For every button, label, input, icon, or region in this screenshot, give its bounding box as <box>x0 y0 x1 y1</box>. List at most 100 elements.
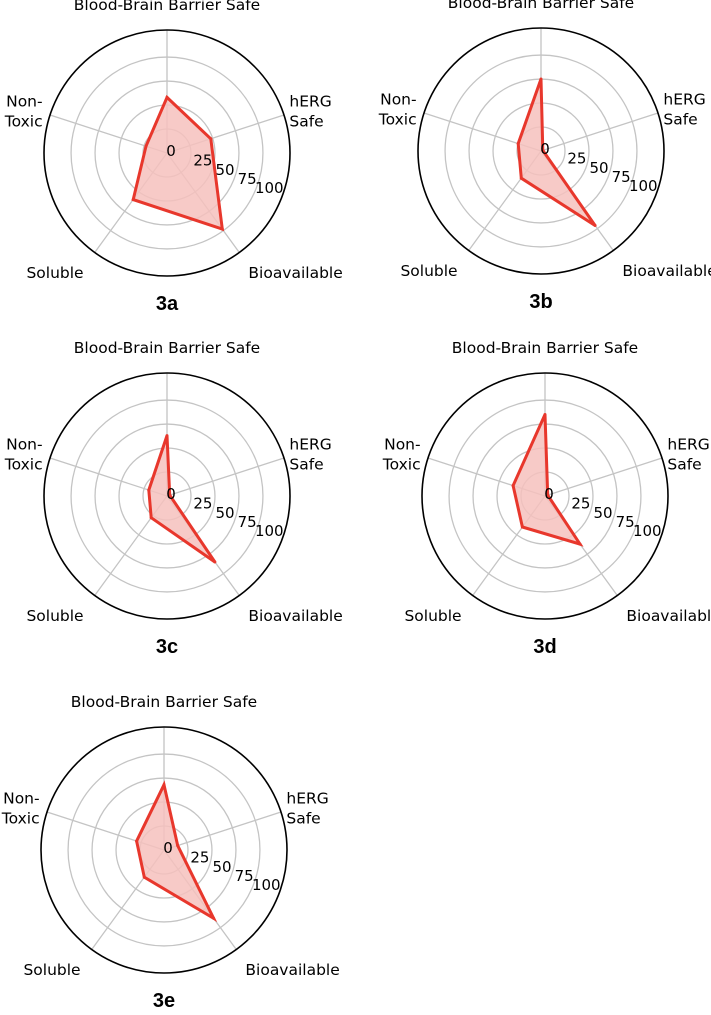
radial-tick-label: 50 <box>212 858 231 876</box>
data-point <box>165 434 169 438</box>
axis-label: Blood-Brain Barrier Safe <box>71 693 257 711</box>
radial-tick-label: 0 <box>166 485 176 503</box>
data-point <box>546 493 550 497</box>
data-point <box>142 875 146 879</box>
radial-tick-label: 25 <box>190 849 209 867</box>
outer-ring <box>43 29 291 277</box>
axis-label: Blood-Brain Barrier Safe <box>452 339 638 357</box>
data-point <box>543 413 547 416</box>
axis-label: Safe <box>663 110 697 128</box>
radial-tick-label: 0 <box>166 142 176 160</box>
radial-tick-label: 50 <box>593 504 612 522</box>
data-point <box>135 839 139 843</box>
radial-tick-label: 50 <box>215 161 234 179</box>
radial-tick-label: 0 <box>544 485 554 503</box>
data-point <box>578 542 582 546</box>
radial-tick-label: 75 <box>616 513 635 531</box>
radial-tick-label: 100 <box>633 522 662 540</box>
axis-spoke <box>540 112 659 152</box>
axis-label: Non- <box>3 789 40 807</box>
data-point <box>593 224 597 227</box>
radial-tick-label: 100 <box>252 876 281 894</box>
radial-tick-label: 75 <box>612 168 631 186</box>
data-point <box>176 844 180 848</box>
data-point <box>147 488 151 492</box>
axis-label: Soluble <box>26 607 83 625</box>
radial-tick-label: 100 <box>255 179 284 197</box>
data-point <box>516 142 520 146</box>
axis-spoke <box>163 811 282 851</box>
axis-label: hERG <box>286 789 328 807</box>
axis-label: Soluble <box>26 264 83 282</box>
radial-tick-label: 25 <box>193 152 212 170</box>
data-point <box>162 783 166 787</box>
axis-label: Soluble <box>23 961 80 979</box>
radial-tick-label: 25 <box>567 150 586 168</box>
axis-label: hERG <box>289 435 331 453</box>
panel-label: 3d <box>533 636 556 658</box>
axis-label: Safe <box>286 809 320 827</box>
radial-tick-label: 100 <box>629 177 658 195</box>
radial-tick-label: 75 <box>238 170 257 188</box>
radial-tick-label: 0 <box>540 140 550 158</box>
axis-label: Safe <box>289 455 323 473</box>
panel-label: 3e <box>153 990 175 1012</box>
radial-tick-label: 0 <box>163 839 173 857</box>
panel-label: 3b <box>529 291 552 313</box>
axis-label: Bioavailable <box>248 264 342 282</box>
data-point <box>165 95 169 99</box>
axis-label: Blood-Brain Barrier Safe <box>74 339 260 357</box>
axis-label: Bioavailable <box>622 262 711 280</box>
data-polygon <box>131 94 225 232</box>
axis-label: Soluble <box>400 262 457 280</box>
data-polygon <box>135 780 218 923</box>
axis-spoke <box>166 457 285 497</box>
radial-tick-label: 25 <box>571 495 590 513</box>
axis-label: Bioavailable <box>626 607 711 625</box>
axis-label: hERG <box>663 90 705 108</box>
data-point <box>220 227 224 231</box>
panel-label: 3c <box>156 636 178 658</box>
radial-tick-label: 75 <box>235 867 254 885</box>
radial-tick-label: 25 <box>193 495 212 513</box>
outer-ring <box>43 372 291 620</box>
radial-tick-label: 100 <box>255 522 284 540</box>
axis-label: Non- <box>6 92 43 110</box>
data-point <box>149 516 153 520</box>
axis-label: Blood-Brain Barrier Safe <box>448 0 634 12</box>
radial-tick-label: 50 <box>215 504 234 522</box>
axis-label: Soluble <box>404 607 461 625</box>
axis-label: Bioavailable <box>248 607 342 625</box>
outer-ring <box>421 372 669 620</box>
axis-label: Blood-Brain Barrier Safe <box>74 0 260 14</box>
axis-label: Toxic <box>382 455 421 473</box>
axis-label: Toxic <box>4 112 43 130</box>
axis-label: Toxic <box>378 110 417 128</box>
axis-label: hERG <box>667 435 709 453</box>
axis-label: Safe <box>667 455 701 473</box>
data-point <box>511 484 515 488</box>
axis-label: Non- <box>380 90 417 108</box>
axis-label: Bioavailable <box>245 961 339 979</box>
outer-ring <box>417 27 665 275</box>
data-point <box>519 176 523 180</box>
axis-spoke <box>544 457 663 497</box>
outer-ring <box>40 726 288 974</box>
axis-label: Toxic <box>1 809 40 827</box>
data-point <box>209 137 213 141</box>
data-point <box>144 144 148 148</box>
data-point <box>131 198 135 202</box>
axis-label: Safe <box>289 112 323 130</box>
panel-label: 3a <box>156 293 179 315</box>
data-point <box>541 148 545 152</box>
data-polygon <box>147 435 217 564</box>
data-point <box>168 493 172 497</box>
data-polygon <box>511 413 584 547</box>
axis-label: hERG <box>289 92 331 110</box>
